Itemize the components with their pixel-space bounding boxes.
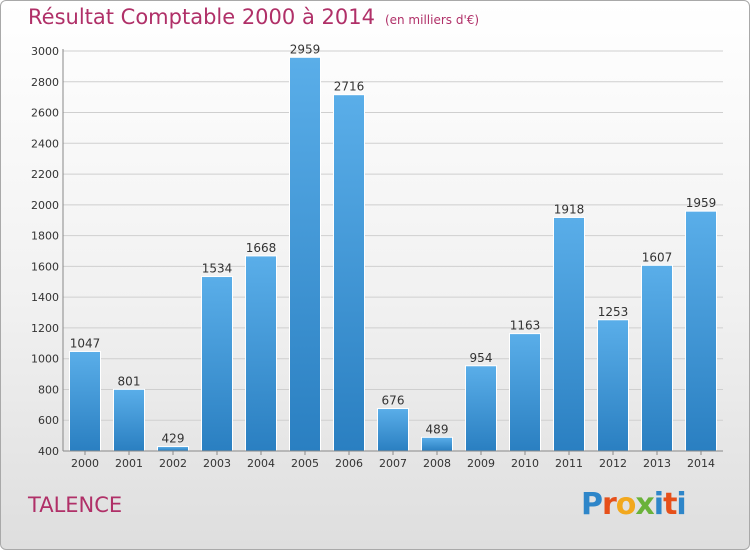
x-tick-label: 2009: [467, 457, 495, 470]
x-tick-label: 2013: [643, 457, 671, 470]
bar-2012[interactable]: [597, 319, 629, 452]
bar-2008[interactable]: [421, 436, 453, 452]
x-tick-label: 2005: [291, 457, 319, 470]
bar-2006[interactable]: [333, 94, 365, 452]
y-tick-label: 2200: [31, 168, 59, 181]
y-tick-label: 1000: [31, 353, 59, 366]
y-tick-label: 400: [38, 445, 59, 458]
logo-letter: t: [663, 487, 677, 522]
proxiti-logo[interactable]: Proxiti: [581, 487, 687, 522]
data-label: 1047: [70, 336, 101, 350]
data-label: 1668: [246, 241, 277, 255]
bar-2013[interactable]: [641, 264, 673, 452]
y-tick-label: 2400: [31, 137, 59, 150]
y-tick-label: 2000: [31, 199, 59, 212]
bar-2005[interactable]: [289, 56, 321, 452]
x-tick-label: 2000: [71, 457, 99, 470]
y-tick-label: 1200: [31, 322, 59, 335]
data-label: 2959: [290, 42, 321, 56]
data-label: 1253: [598, 305, 629, 319]
x-tick-label: 2002: [159, 457, 187, 470]
axes-layer: 400 600 800 1000 1200 1400 1600 1800 2000 2200 240…: [31, 45, 723, 470]
bar-2001[interactable]: [113, 388, 145, 452]
x-tick-label: 2007: [379, 457, 407, 470]
data-label: 1959: [686, 196, 717, 210]
y-tick-label: 1800: [31, 230, 59, 243]
y-tick-label: 1600: [31, 260, 59, 273]
bars-layer: [69, 56, 717, 452]
labels-layer: 1047 801 429 1534 1668 2959 2716 676 489 954 1163 1…: [70, 42, 717, 445]
bar-2007[interactable]: [377, 408, 409, 452]
data-label: 676: [382, 394, 405, 408]
x-tick-label: 2004: [247, 457, 275, 470]
bar-2004[interactable]: [245, 255, 277, 452]
data-label: 954: [470, 351, 493, 365]
x-tick-label: 2006: [335, 457, 363, 470]
data-label: 1534: [202, 262, 233, 276]
bar-2010[interactable]: [509, 333, 541, 452]
data-label: 429: [162, 432, 185, 446]
chart-title: Résultat Comptable 2000 à 2014 (en millie…: [28, 5, 479, 29]
bar-2014[interactable]: [685, 210, 717, 452]
title-unit-note: (en milliers d'€): [384, 13, 480, 27]
bar-2002[interactable]: [157, 446, 189, 452]
commune-name: TALENCE: [28, 493, 123, 517]
x-tick-label: 2014: [687, 457, 715, 470]
y-tick-label: 600: [38, 414, 59, 427]
y-tick-label: 3000: [31, 45, 59, 58]
bar-2009[interactable]: [465, 365, 497, 452]
bar-2003[interactable]: [201, 276, 233, 452]
title-main: Résultat Comptable 2000 à 2014: [28, 5, 375, 29]
y-tick-label: 1400: [31, 291, 59, 304]
x-tick-label: 2001: [115, 457, 143, 470]
x-tick-label: 2008: [423, 457, 451, 470]
data-label: 489: [426, 422, 449, 436]
logo-letter: x: [635, 487, 654, 522]
logo-letter: r: [602, 487, 617, 522]
data-label: 801: [118, 374, 141, 388]
data-label: 1607: [642, 250, 673, 264]
data-label: 1918: [554, 202, 585, 216]
x-tick-label: 2010: [511, 457, 539, 470]
logo-letter: P: [581, 487, 603, 522]
logo-letter: i: [653, 487, 664, 522]
x-tick-label: 2012: [599, 457, 627, 470]
y-tick-label: 800: [38, 383, 59, 396]
data-label: 2716: [334, 80, 365, 94]
logo-letter: i: [676, 487, 686, 522]
y-tick-label: 2600: [31, 107, 59, 120]
data-label: 1163: [510, 319, 541, 333]
y-tick-label: 2800: [31, 76, 59, 89]
logo-letter: o: [615, 487, 637, 522]
bar-2000[interactable]: [69, 350, 101, 452]
x-tick-label: 2003: [203, 457, 231, 470]
x-tick-label: 2011: [555, 457, 583, 470]
bar-2011[interactable]: [553, 216, 585, 452]
